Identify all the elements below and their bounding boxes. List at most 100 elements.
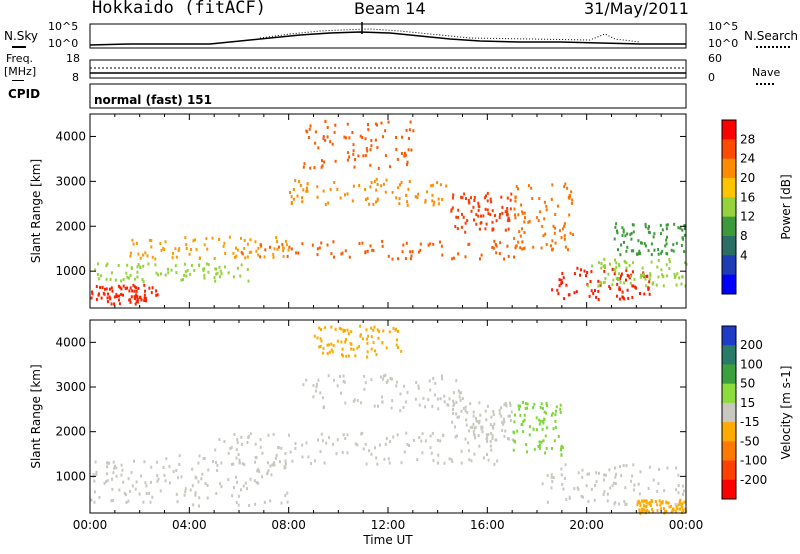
data-pixel [466, 219, 469, 223]
data-pixel [358, 344, 361, 348]
data-pixel [257, 481, 260, 485]
data-pixel [410, 254, 413, 258]
data-pixel [595, 295, 598, 299]
data-pixel [616, 229, 618, 233]
data-pixel [381, 244, 384, 248]
data-pixel [399, 183, 401, 187]
data-pixel [468, 458, 471, 462]
colorbar-swatch [722, 441, 736, 462]
data-pixel [472, 410, 475, 414]
data-pixel [143, 460, 146, 464]
data-pixel [551, 411, 554, 415]
data-pixel [667, 501, 670, 505]
data-pixel [632, 249, 635, 253]
data-pixel [137, 252, 140, 256]
data-pixel [279, 460, 281, 464]
data-pixel [105, 277, 108, 281]
data-pixel [647, 487, 650, 490]
data-pixel [663, 506, 665, 510]
data-pixel [640, 510, 643, 514]
data-pixel [363, 387, 366, 391]
data-pixel [454, 435, 457, 439]
data-pixel [526, 406, 529, 410]
data-pixel [598, 471, 600, 475]
data-pixel [493, 422, 496, 426]
data-pixel [487, 433, 490, 437]
data-pixel [236, 438, 239, 441]
data-pixel [294, 446, 297, 450]
data-pixel [650, 499, 653, 503]
data-pixel [375, 353, 378, 357]
data-pixel [163, 473, 166, 477]
data-pixel [384, 154, 387, 158]
colorbar-swatch [722, 345, 736, 365]
noise-tick-right-bottom: 10^0 [708, 37, 739, 50]
data-pixel [409, 257, 412, 261]
data-pixel [587, 284, 590, 288]
data-pixel [427, 398, 430, 402]
data-pixel [288, 245, 291, 249]
data-pixel [668, 258, 671, 261]
data-pixel [590, 270, 593, 274]
data-pixel [506, 219, 509, 223]
data-pixel [479, 257, 481, 261]
data-pixel [526, 450, 529, 454]
data-pixel [591, 264, 594, 268]
y-tick-label: 4000 [55, 129, 86, 143]
data-pixel [417, 192, 420, 196]
data-pixel [332, 442, 334, 446]
data-pixel [660, 501, 663, 505]
colorbar-swatch [722, 422, 736, 442]
data-pixel [145, 299, 147, 303]
data-pixel [455, 400, 458, 404]
data-pixel [286, 254, 289, 258]
data-pixel [282, 246, 285, 250]
data-pixel [677, 503, 680, 507]
data-pixel [352, 184, 355, 188]
data-pixel [682, 237, 685, 241]
data-pixel [320, 328, 322, 331]
data-pixel [135, 286, 138, 290]
data-pixel [372, 341, 375, 344]
y-axis-label: Slant Range [km] [29, 159, 43, 263]
data-pixel [573, 272, 576, 276]
data-pixel [616, 282, 619, 286]
freq-legend-line [12, 80, 24, 81]
data-pixel [432, 203, 435, 207]
colorbar-swatch [722, 216, 736, 237]
data-pixel [682, 492, 684, 496]
data-pixel [507, 227, 510, 231]
data-pixel [111, 289, 114, 293]
data-pixel [551, 247, 554, 251]
data-pixel [426, 190, 429, 194]
data-region [513, 182, 574, 252]
data-pixel [603, 473, 606, 477]
data-pixel [619, 253, 622, 257]
data-pixel [174, 247, 177, 251]
data-pixel [155, 460, 158, 464]
data-pixel [376, 183, 379, 186]
data-pixel [110, 271, 113, 275]
data-pixel [446, 403, 449, 407]
data-pixel [198, 504, 200, 508]
data-pixel [467, 198, 470, 202]
data-pixel [351, 131, 354, 134]
data-pixel [588, 472, 590, 476]
colorbar-swatch [722, 255, 736, 276]
data-pixel [628, 264, 631, 268]
data-pixel [127, 276, 130, 280]
data-pixel [402, 406, 405, 409]
data-pixel [665, 263, 668, 267]
data-pixel [470, 196, 472, 200]
data-pixel [609, 486, 612, 490]
data-pixel [281, 243, 284, 247]
data-pixel [563, 185, 566, 189]
data-pixel [375, 200, 377, 204]
data-pixel [241, 252, 244, 256]
data-pixel [197, 461, 200, 465]
data-pixel [522, 430, 525, 434]
data-region [613, 222, 686, 257]
data-pixel [332, 240, 335, 244]
data-pixel [621, 234, 624, 237]
data-pixel [544, 434, 547, 438]
